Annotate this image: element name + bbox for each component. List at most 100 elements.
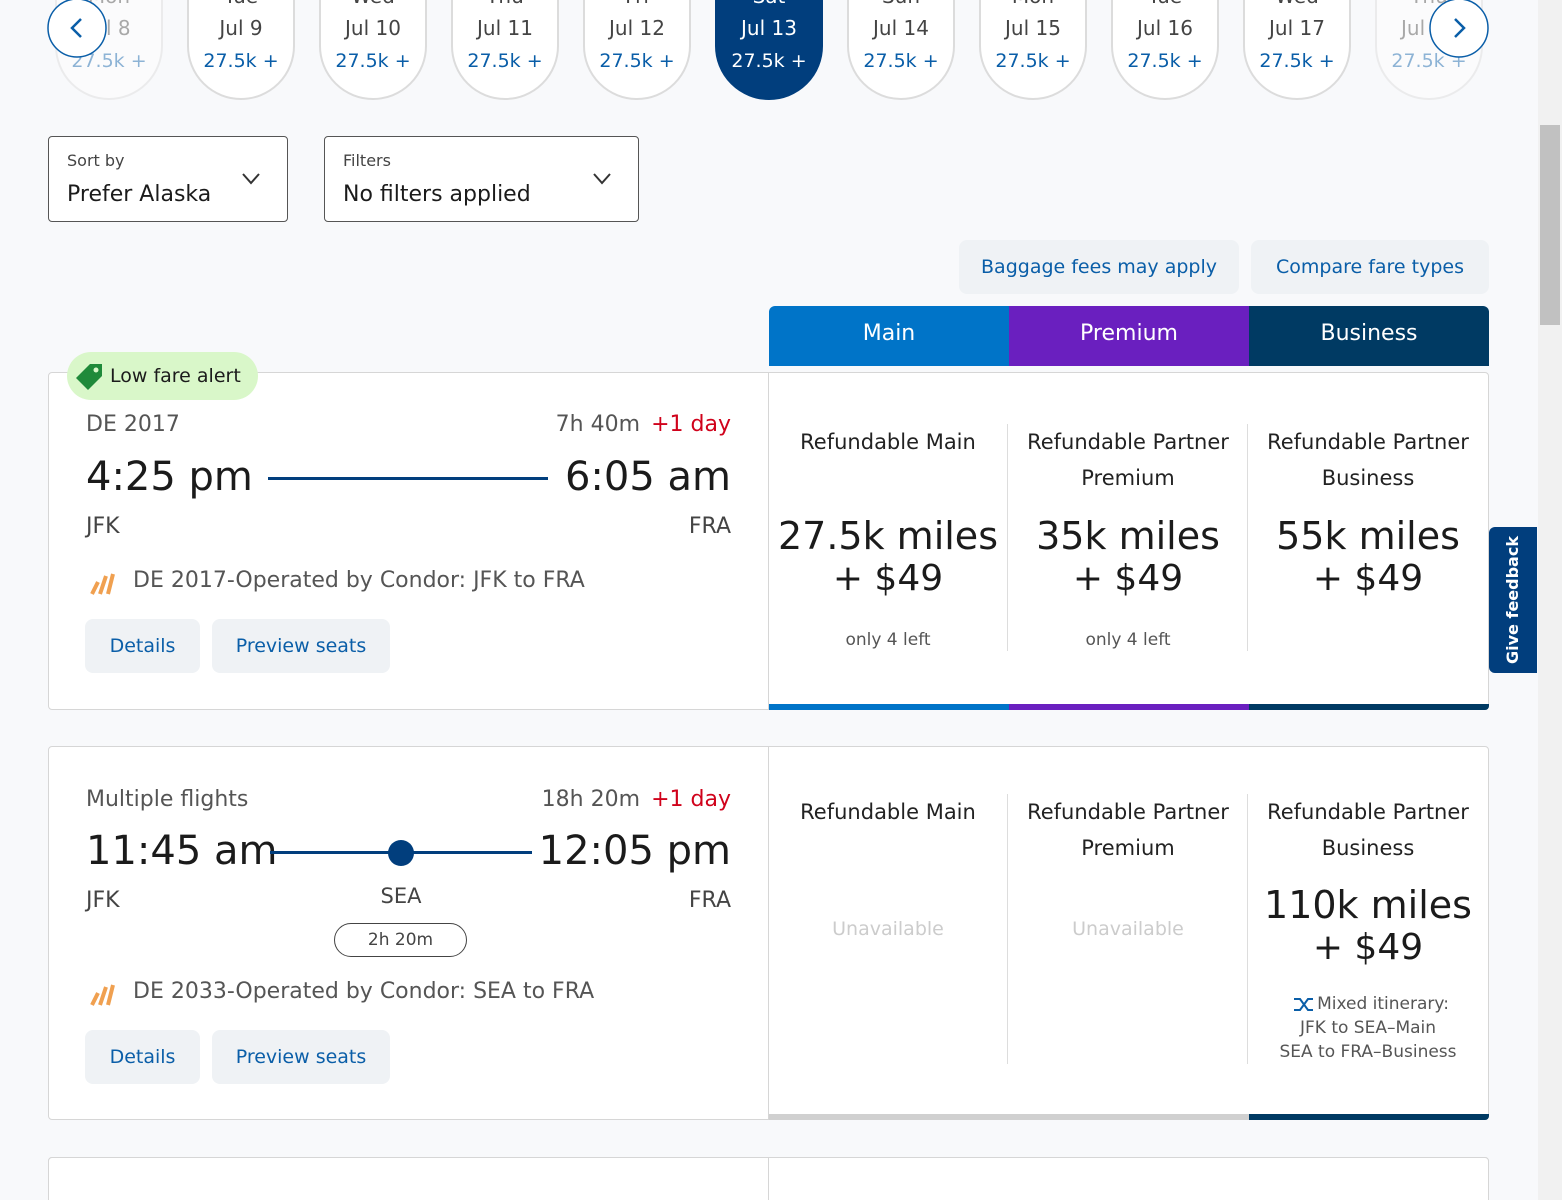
fare-note: Mixed itinerary: (1317, 993, 1449, 1014)
weekday: Mon (833, 0, 1233, 8)
date: Jul 13 (741, 16, 797, 40)
date: Jul 15 (1005, 16, 1061, 40)
fare-status: Unavailable (1072, 917, 1184, 940)
dropdown[interactable] (324, 136, 639, 222)
date-pill[interactable] (847, 0, 955, 100)
stop-dot (388, 840, 414, 866)
fare-tab: Premium (1009, 306, 1249, 366)
divider (768, 372, 769, 710)
feedback-tab[interactable] (1489, 527, 1537, 673)
weekday: Thu (305, 0, 705, 8)
fare-miles: 35k miles (1036, 514, 1220, 559)
divider (768, 1157, 769, 1200)
depart-time: 11:45 am (86, 828, 278, 874)
fare-name: Refundable Partner Business (1267, 430, 1469, 490)
fare-bar (1009, 704, 1249, 710)
date: Jul 11 (477, 16, 533, 40)
date-pill[interactable] (979, 0, 1087, 100)
link-button[interactable]: Compare fare types (1251, 240, 1489, 294)
fare-note: only 4 left (1085, 629, 1171, 650)
price: 27.5k + (995, 49, 1071, 72)
date: Jul 9 (219, 16, 263, 40)
flight-number: DE 2017 (86, 411, 180, 437)
date-pill[interactable] (583, 0, 691, 100)
price: 27.5k + (1127, 49, 1203, 72)
layover: 2h 20m (334, 923, 467, 957)
destination: FRA (688, 513, 731, 539)
date: Jul 17 (1269, 16, 1325, 40)
destination: FRA (688, 887, 731, 913)
fare-miles: 110k miles (1264, 883, 1472, 928)
date-pill[interactable] (187, 0, 295, 100)
dropdown[interactable] (48, 136, 288, 222)
column-divider (1007, 424, 1008, 651)
date: Jul 14 (873, 16, 929, 40)
price: 27.5k + (863, 49, 939, 72)
fare-name: Refundable Partner Business (1267, 800, 1469, 860)
date-pill[interactable] (1111, 0, 1219, 100)
date: Jul 18 (1401, 16, 1457, 40)
fare-name: Refundable Main (800, 430, 976, 454)
price: 27.5k + (1259, 49, 1335, 72)
dropdown-value: Prefer Alaska (67, 181, 212, 207)
divider (768, 746, 769, 1120)
date: Jul 10 (345, 16, 401, 40)
dropdown-value: No filters applied (343, 181, 531, 207)
badge-text: Low fare alert (110, 364, 241, 387)
price: 27.5k + (203, 49, 279, 72)
fare-bar (769, 1114, 1009, 1120)
weekday: Mon (0, 0, 309, 8)
scrollbar-thumb[interactable] (1540, 125, 1560, 325)
arrive-time: 12:05 pm (538, 828, 731, 874)
column-divider (1247, 424, 1248, 651)
date-pill[interactable] (319, 0, 427, 100)
weekday: Sat (569, 0, 969, 8)
fare-bar (1249, 1114, 1489, 1120)
fare-fee: + $49 (1312, 558, 1424, 600)
weekday: Fri (437, 0, 837, 8)
fare-note: only 4 left (845, 629, 931, 650)
day-change: +1 day (651, 411, 731, 437)
card-button[interactable]: Details (85, 1030, 200, 1084)
fare-note: JFK to SEA–Main (1299, 1017, 1437, 1038)
column-divider (1007, 794, 1008, 1064)
fare-fee: + $49 (1072, 558, 1184, 600)
origin: JFK (86, 513, 120, 539)
weekday: Wed (173, 0, 573, 8)
fare-name: Refundable Partner Premium (1027, 800, 1229, 860)
card-button[interactable]: Details (85, 619, 200, 673)
date: Jul 16 (1137, 16, 1193, 40)
fare-fee: + $49 (832, 558, 944, 600)
weekday: Wed (1097, 0, 1497, 8)
flight-number: Multiple flights (86, 786, 249, 812)
weekday: Tue (41, 0, 441, 8)
card-button[interactable]: Preview seats (212, 619, 390, 673)
fare-name: Refundable Main (800, 800, 976, 824)
duration: 7h 40m (555, 411, 640, 437)
operated-by: DE 2033-Operated by Condor: SEA to FRA (133, 978, 595, 1004)
price: 27.5k + (1391, 49, 1467, 72)
depart-time: 4:25 pm (86, 454, 253, 500)
price: 27.5k + (467, 49, 543, 72)
arrive-time: 6:05 am (564, 454, 731, 500)
price: 27.5k + (731, 49, 807, 72)
feedback-text[interactable]: Give feedback (1503, 536, 1522, 664)
fare-status: Unavailable (832, 917, 944, 940)
route-line (268, 477, 548, 480)
date: Jul 12 (609, 16, 665, 40)
fare-miles: 27.5k miles (777, 514, 998, 559)
price: 27.5k + (335, 49, 411, 72)
weekday: Tue (965, 0, 1365, 8)
date-pill[interactable] (1243, 0, 1351, 100)
date-pill[interactable] (715, 0, 823, 100)
dropdown-label: Sort by (67, 151, 125, 171)
weekday: Thu (1229, 0, 1562, 8)
card-button[interactable]: Preview seats (212, 1030, 390, 1084)
date-pill[interactable] (451, 0, 559, 100)
fare-note: SEA to FRA–Business (1279, 1041, 1457, 1062)
link-button[interactable]: Baggage fees may apply (959, 240, 1239, 294)
fare-bar (1009, 1114, 1249, 1120)
origin: JFK (86, 887, 120, 913)
fare-fee: + $49 (1312, 927, 1424, 969)
